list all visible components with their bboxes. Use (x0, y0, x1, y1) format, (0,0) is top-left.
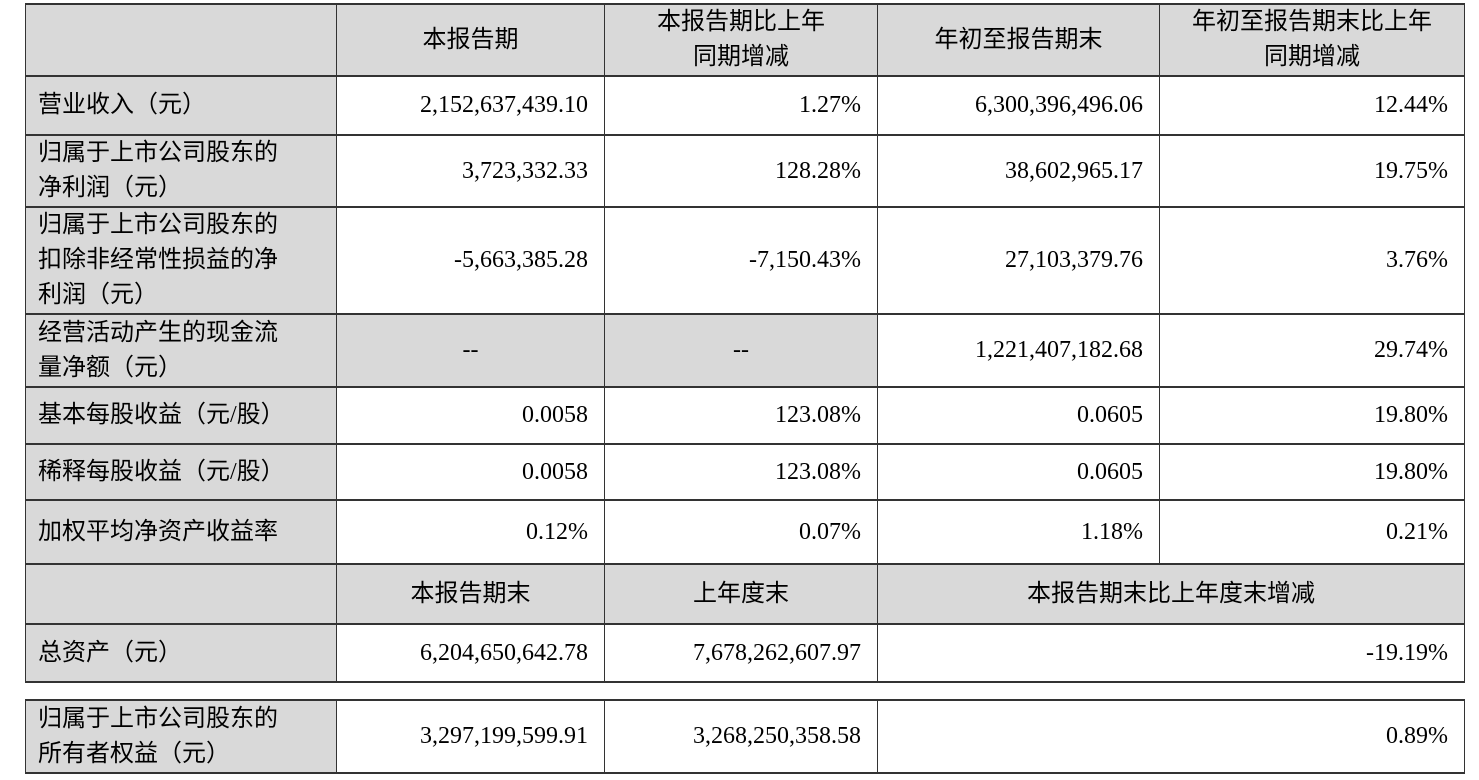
header-year-to-date: 年初至报告期末 (877, 3, 1160, 77)
value-cell: 38,602,965.17 (877, 134, 1160, 208)
header-current-period: 本报告期 (336, 3, 605, 77)
key-accounting-data-table: 本报告期 本报告期比上年 同期增减 年初至报告期末 年初至报告期末比上年 同期增… (25, 3, 1465, 683)
value-cell: 19.80% (1159, 386, 1465, 445)
value-cell: 6,300,396,496.06 (877, 75, 1160, 136)
table-row-weighted-roe: 加权平均净资产收益率 0.12% 0.07% 1.18% 0.21% (25, 499, 1465, 565)
value-cell: -5,663,385.28 (336, 206, 605, 315)
header-current-period-yoy-change: 本报告期比上年 同期增减 (604, 3, 878, 77)
value-cell-na: -- (604, 313, 878, 388)
row-label: 加权平均净资产收益率 (25, 499, 337, 565)
row-label: 营业收入（元） (25, 75, 337, 136)
value-cell: 6,204,650,642.78 (336, 623, 605, 683)
value-cell: 0.0605 (877, 386, 1160, 445)
value-cell: 3,723,332.33 (336, 134, 605, 208)
value-cell: 0.12% (336, 499, 605, 565)
value-cell: 3,297,199,599.91 (336, 699, 605, 774)
row-label: 归属于上市公司股东的 净利润（元） (25, 134, 337, 208)
value-cell: -7,150.43% (604, 206, 878, 315)
header-change-vs-last-year-end: 本报告期末比上年度末增减 (877, 563, 1465, 625)
value-cell: 7,678,262,607.97 (604, 623, 878, 683)
financial-summary: 本报告期 本报告期比上年 同期增减 年初至报告期末 年初至报告期末比上年 同期增… (25, 3, 1479, 774)
value-cell: 123.08% (604, 386, 878, 445)
value-cell: 29.74% (1159, 313, 1465, 388)
header-year-to-date-yoy-change: 年初至报告期末比上年 同期增减 (1159, 3, 1465, 77)
row-label: 稀释每股收益（元/股） (25, 443, 337, 501)
end-of-period-header-row: 本报告期末 上年度末 本报告期末比上年度末增减 (25, 563, 1465, 625)
table-row-deducted-net-profit: 归属于上市公司股东的 扣除非经常性损益的净 利润（元） -5,663,385.2… (25, 206, 1465, 315)
value-cell-change: -19.19% (877, 623, 1465, 683)
row-label: 总资产（元） (25, 623, 337, 683)
value-cell: 3,268,250,358.58 (604, 699, 878, 774)
value-cell: 1,221,407,182.68 (877, 313, 1160, 388)
header-end-of-report-period: 本报告期末 (336, 563, 605, 625)
row-label: 经营活动产生的现金流 量净额（元） (25, 313, 337, 388)
table-row-operating-cash-flow: 经营活动产生的现金流 量净额（元） -- -- 1,221,407,182.68… (25, 313, 1465, 388)
row-label: 归属于上市公司股东的 所有者权益（元） (25, 699, 337, 774)
value-cell-change: 0.89% (877, 699, 1465, 774)
value-cell: 12.44% (1159, 75, 1465, 136)
value-cell: 0.0605 (877, 443, 1160, 501)
table-row-owners-equity: 归属于上市公司股东的 所有者权益（元） 3,297,199,599.91 3,2… (25, 699, 1465, 774)
value-cell: 0.0058 (336, 443, 605, 501)
value-cell: 27,103,379.76 (877, 206, 1160, 315)
value-cell: 1.27% (604, 75, 878, 136)
corner-cell (25, 563, 337, 625)
value-cell: 128.28% (604, 134, 878, 208)
corner-cell (25, 3, 337, 77)
value-cell: 1.18% (877, 499, 1160, 565)
value-cell: 0.21% (1159, 499, 1465, 565)
value-cell-na: -- (336, 313, 605, 388)
value-cell: 3.76% (1159, 206, 1465, 315)
value-cell: 19.75% (1159, 134, 1465, 208)
value-cell: 19.80% (1159, 443, 1465, 501)
value-cell: 0.0058 (336, 386, 605, 445)
table-row-total-assets: 总资产（元） 6,204,650,642.78 7,678,262,607.97… (25, 623, 1465, 683)
header-end-of-last-year: 上年度末 (604, 563, 878, 625)
table-row-net-profit: 归属于上市公司股东的 净利润（元） 3,723,332.33 128.28% 3… (25, 134, 1465, 208)
value-cell: 123.08% (604, 443, 878, 501)
row-label: 基本每股收益（元/股） (25, 386, 337, 445)
owners-equity-table-fragment: 归属于上市公司股东的 所有者权益（元） 3,297,199,599.91 3,2… (25, 699, 1465, 774)
period-header-row: 本报告期 本报告期比上年 同期增减 年初至报告期末 年初至报告期末比上年 同期增… (25, 3, 1465, 77)
row-label: 归属于上市公司股东的 扣除非经常性损益的净 利润（元） (25, 206, 337, 315)
table-row-diluted-eps: 稀释每股收益（元/股） 0.0058 123.08% 0.0605 19.80% (25, 443, 1465, 501)
value-cell: 2,152,637,439.10 (336, 75, 605, 136)
table-row-basic-eps: 基本每股收益（元/股） 0.0058 123.08% 0.0605 19.80% (25, 386, 1465, 445)
value-cell: 0.07% (604, 499, 878, 565)
table-row-revenue: 营业收入（元） 2,152,637,439.10 1.27% 6,300,396… (25, 75, 1465, 136)
